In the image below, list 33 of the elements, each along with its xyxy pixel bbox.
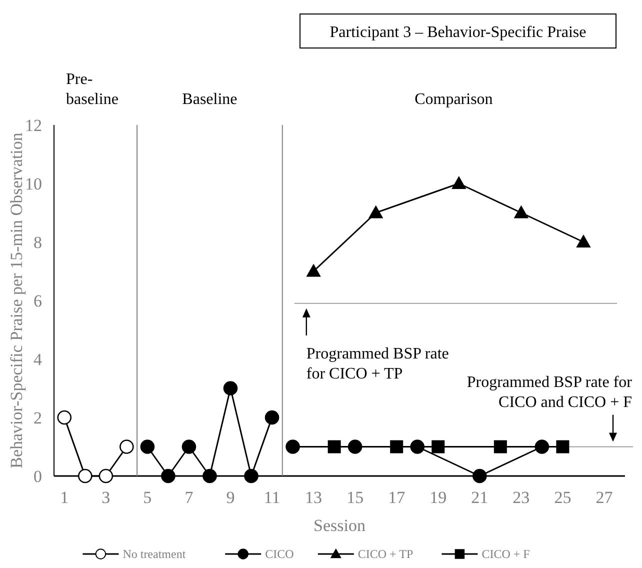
- y-tick-label: 6: [34, 292, 42, 310]
- x-tick-label: 19: [430, 488, 447, 507]
- legend-label: CICO: [265, 547, 294, 561]
- x-tick-label: 13: [305, 488, 322, 507]
- x-tick-label: 9: [226, 488, 235, 507]
- y-tick-label: 4: [34, 350, 42, 369]
- legend-label: CICO + F: [482, 547, 530, 561]
- x-tick-label: 1: [60, 488, 69, 507]
- legend-label: No treatment: [122, 547, 186, 561]
- x-tick-label: 17: [388, 488, 406, 507]
- x-tick-label: 23: [512, 488, 530, 507]
- y-tick-label: 2: [34, 408, 42, 428]
- x-tick-label: 7: [184, 488, 194, 507]
- y-tick-label: 8: [34, 233, 42, 252]
- x-tick-label: 15: [346, 488, 364, 507]
- y-tick-label: 10: [25, 174, 42, 194]
- x-tick-label: 21: [471, 488, 488, 507]
- x-tick-label: 27: [596, 488, 614, 507]
- x-axis-title: Session: [314, 516, 366, 535]
- text: Comparison: [414, 91, 493, 108]
- x-tick-label: 3: [102, 488, 110, 507]
- text: Pre- baseline: [66, 71, 118, 108]
- x-tick-label: 11: [264, 488, 280, 507]
- y-tick-label: 0: [34, 467, 42, 486]
- y-tick-label: 12: [25, 116, 42, 135]
- x-tick-label: 5: [143, 488, 152, 507]
- legend-label: CICO + TP: [358, 547, 414, 561]
- y-axis-title: Behavior-Specific Praise per 15-min Observation: [7, 132, 26, 468]
- x-tick-label: 25: [554, 488, 572, 507]
- ref-line-label: Programmed BSP rate for CICO and CICO + F: [466, 374, 633, 411]
- ref-line-label: Programmed BSP rate for CICO + TP: [306, 345, 449, 382]
- text: Baseline: [182, 91, 238, 108]
- chart-title: Participant 3 – Behavior-Specific Praise: [330, 24, 586, 41]
